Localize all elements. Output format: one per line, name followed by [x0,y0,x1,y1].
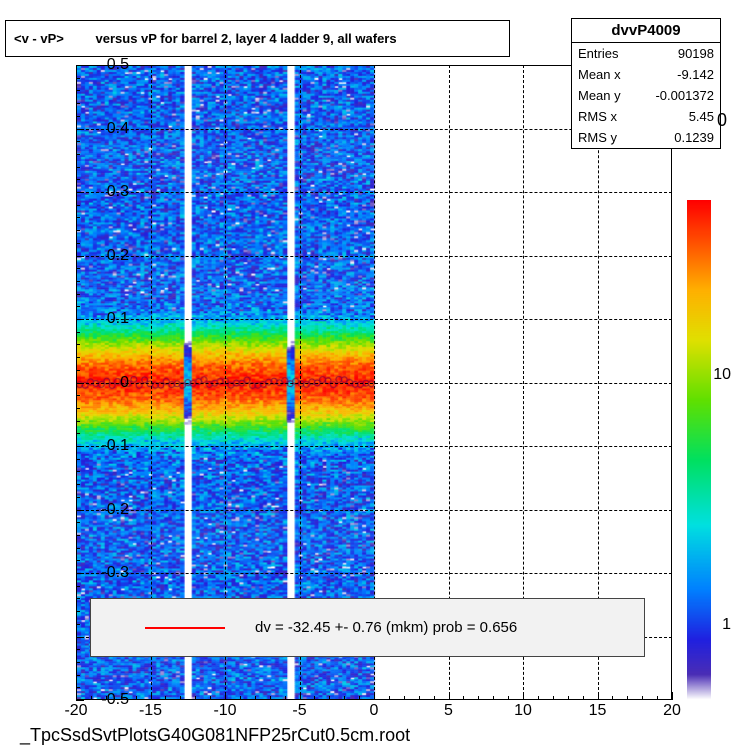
fit-line-swatch [145,627,225,629]
stats-row: RMS y0.1239 [572,127,720,148]
stats-row: Entries90198 [572,43,720,64]
x-tick-label: 10 [514,702,532,720]
colorbar [687,200,711,700]
x-tick-label: -15 [139,702,162,720]
plot-title-box: <v - vP> versus vP for barrel 2, layer 4… [5,20,510,57]
title-part1: <v - vP> [14,31,64,46]
stats-row: Mean y-0.001372 [572,85,720,106]
colorbar-label: 10 [713,366,731,384]
fit-text: dv = -32.45 +- 0.76 (mkm) prob = 0.656 [255,619,517,636]
footer-filename: _TpcSsdSvtPlotsG40G081NFP25rCut0.5cm.roo… [20,725,410,746]
x-tick-label: 5 [444,702,453,720]
colorbar-canvas [687,200,711,700]
fit-annotation-box: dv = -32.45 +- 0.76 (mkm) prob = 0.656 [90,598,645,657]
x-tick-label: -20 [64,702,87,720]
zero-marker: 0 [717,110,727,131]
colorbar-label: 1 [722,616,731,634]
x-tick-label: 0 [370,702,379,720]
stats-row: RMS x5.45 [572,106,720,127]
x-tick-label: 20 [663,702,681,720]
x-tick-label: -10 [213,702,236,720]
x-tick-label: 15 [589,702,607,720]
x-tick-label: -5 [292,702,306,720]
stats-header: dvvP4009 [572,19,720,43]
stats-row: Mean x-9.142 [572,64,720,85]
stats-box: dvvP4009 Entries90198Mean x-9.142Mean y-… [571,18,721,149]
y-tick-label: 0.5 [69,56,129,74]
title-part2: versus vP for barrel 2, layer 4 ladder 9… [96,31,397,46]
